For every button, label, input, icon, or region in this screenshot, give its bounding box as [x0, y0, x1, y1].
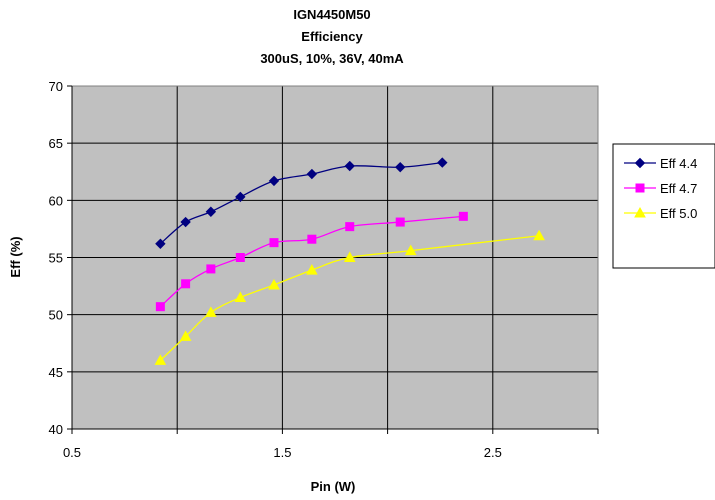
- data-point: [180, 216, 191, 228]
- data-point: [306, 168, 318, 180]
- x-tick-label: 1.5: [273, 445, 291, 460]
- data-point: [154, 354, 167, 365]
- data-point: [206, 264, 216, 274]
- legend-box: [612, 143, 715, 269]
- data-point: [268, 278, 280, 290]
- series-eff-4-4: [155, 157, 448, 249]
- data-point: [343, 251, 356, 262]
- data-point: [205, 206, 217, 217]
- legend-label: Eff 4.4: [660, 156, 697, 171]
- chart-title: IGN4450M50 Efficiency 300uS, 10%, 36V, 4…: [260, 7, 404, 66]
- y-tick-label: 70: [49, 79, 63, 94]
- data-point: [235, 191, 246, 203]
- data-point: [307, 234, 317, 244]
- data-point: [155, 302, 165, 312]
- legend: Eff 4.4 Eff 4.7 Eff 5.0: [612, 143, 715, 269]
- data-point: [268, 175, 280, 187]
- data-point: [437, 157, 448, 168]
- series-eff-5-0: [154, 229, 545, 365]
- data-point: [269, 238, 279, 248]
- data-point: [181, 279, 191, 289]
- series-eff-4-7: [155, 211, 468, 312]
- x-tick-label: 2.5: [484, 445, 502, 460]
- y-tick-label: 60: [49, 193, 63, 208]
- y-axis-label: Eff (%): [8, 236, 23, 277]
- y-tick-label: 40: [49, 422, 63, 437]
- legend-label: Eff 5.0: [660, 206, 697, 221]
- chart-title-line-3: 300uS, 10%, 36V, 40mA: [260, 51, 404, 66]
- data-point: [345, 222, 355, 232]
- y-tick-label: 65: [49, 136, 63, 151]
- legend-label: Eff 4.7: [660, 181, 697, 196]
- axes: 40 45 50 55 60 65 70 0.5 1.5 2.5: [49, 79, 599, 460]
- data-point: [235, 253, 245, 262]
- x-tick-label: 0.5: [63, 445, 81, 460]
- legend-marker: [634, 206, 646, 218]
- x-axis-label: Pin (W): [311, 479, 356, 494]
- data-point: [234, 291, 247, 303]
- data-point: [179, 330, 192, 341]
- data-point: [404, 244, 417, 256]
- data-point: [533, 229, 545, 241]
- data-point: [344, 160, 355, 172]
- legend-marker: [635, 183, 645, 193]
- data-point: [155, 238, 166, 249]
- data-series: [154, 157, 545, 365]
- data-point: [458, 211, 468, 221]
- y-tick-label: 45: [49, 365, 63, 380]
- chart-title-line-1: IGN4450M50: [293, 7, 370, 22]
- gridlines: [72, 86, 598, 429]
- data-point: [205, 306, 217, 317]
- data-point: [395, 217, 405, 227]
- y-tick-label: 50: [49, 308, 63, 323]
- data-point: [306, 264, 318, 275]
- y-tick-label: 55: [49, 251, 63, 266]
- legend-marker: [634, 157, 646, 169]
- data-point: [395, 161, 406, 173]
- chart-title-line-2: Efficiency: [301, 29, 363, 44]
